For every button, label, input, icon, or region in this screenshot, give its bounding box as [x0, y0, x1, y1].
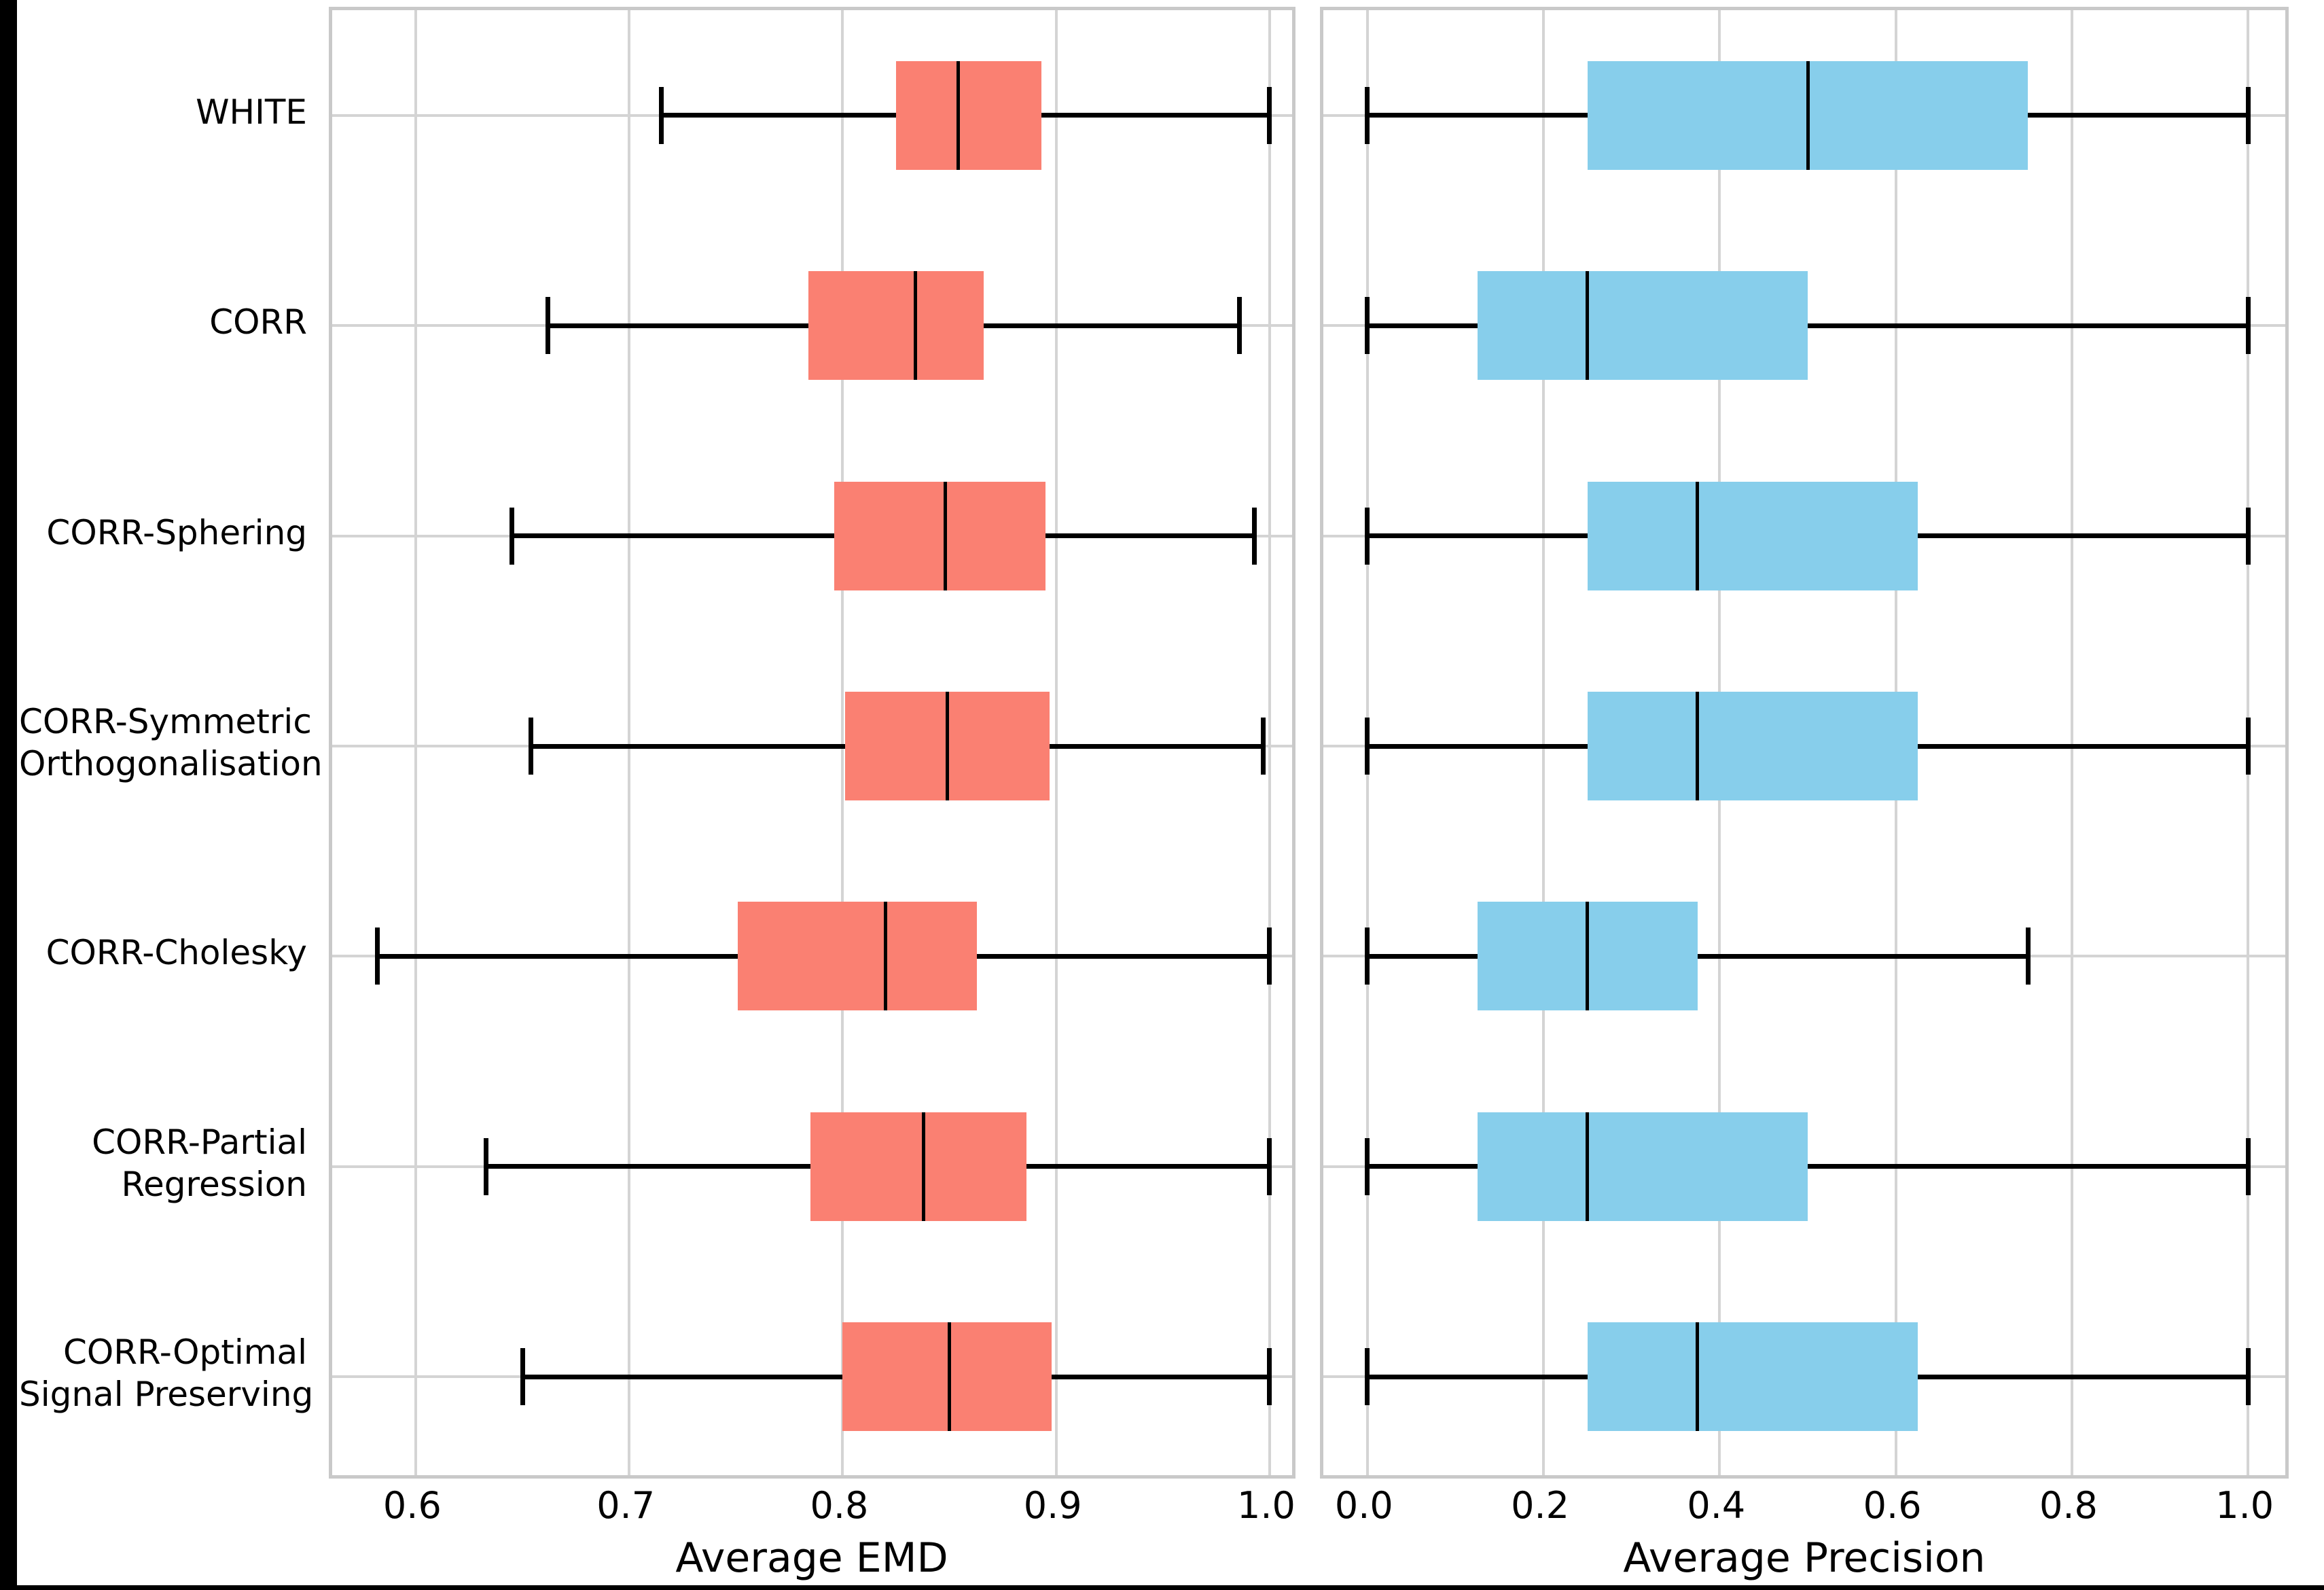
- median-line: [945, 692, 949, 800]
- whisker-cap-high: [1267, 1137, 1272, 1195]
- x-gridline: [1542, 10, 1545, 1475]
- emd-boxplot-panel: [329, 7, 1295, 1479]
- median-line: [956, 60, 960, 170]
- box: [1587, 481, 1918, 590]
- x-tick-label: 0.8: [810, 1484, 869, 1527]
- box: [810, 1112, 1026, 1221]
- box: [738, 902, 978, 1011]
- whisker-cap-high: [2245, 1137, 2251, 1195]
- whisker: [1367, 1164, 2249, 1169]
- x-tick-label: 0.6: [382, 1484, 442, 1527]
- whisker-cap-low: [658, 86, 664, 144]
- precision-boxplot-panel: [1320, 7, 2289, 1479]
- whisker-cap-high: [2245, 297, 2251, 355]
- x-tick-label: 0.8: [2039, 1484, 2098, 1527]
- x-tick-label: 0.6: [1863, 1484, 1922, 1527]
- box: [895, 60, 1041, 170]
- median-line: [913, 271, 917, 381]
- box: [842, 1322, 1052, 1432]
- whisker-cap-high: [2245, 718, 2251, 775]
- whisker-cap-high: [1267, 1348, 1272, 1406]
- x-gridline: [1054, 10, 1058, 1475]
- figure-border-bottom: [0, 1585, 2324, 1590]
- median-line: [922, 1112, 926, 1221]
- median-line: [883, 902, 887, 1011]
- x-gridline: [2070, 10, 2073, 1475]
- x-tick-label: 0.7: [596, 1484, 656, 1527]
- whisker-cap-low: [509, 507, 514, 565]
- whisker-cap-high: [1267, 928, 1272, 985]
- whisker-cap-low: [1365, 928, 1370, 985]
- whisker-cap-low: [1365, 1348, 1370, 1406]
- x-tick-label: 0.9: [1023, 1484, 1082, 1527]
- whisker-cap-low: [520, 1348, 525, 1406]
- box: [1477, 1112, 1808, 1221]
- box: [1587, 692, 1918, 800]
- precision-axis-title: Average Precision: [1623, 1534, 1986, 1582]
- category-label: CORR-Optimal Signal Preserving: [19, 1332, 314, 1415]
- x-gridline: [628, 10, 631, 1475]
- whisker-cap-high: [2245, 1348, 2251, 1406]
- whisker-cap-low: [374, 928, 380, 985]
- median-line: [1586, 1112, 1590, 1221]
- emd-axis-title: Average EMD: [675, 1534, 948, 1582]
- whisker-cap-low: [529, 718, 534, 775]
- whisker-cap-high: [2025, 928, 2031, 985]
- whisker-cap-high: [1261, 718, 1266, 775]
- whisker-cap-high: [1252, 507, 1257, 565]
- whisker-cap-low: [1365, 86, 1370, 144]
- median-line: [1806, 60, 1810, 170]
- whisker-cap-low: [1365, 297, 1370, 355]
- whisker-cap-high: [1237, 297, 1243, 355]
- median-line: [1696, 481, 1700, 590]
- whisker-cap-low: [546, 297, 551, 355]
- category-label: CORR-Symmetric Orthogonalisation: [19, 702, 323, 783]
- whisker: [1367, 323, 2249, 328]
- median-line: [943, 481, 947, 590]
- median-line: [1586, 902, 1590, 1011]
- category-label: CORR-Partial Regression: [92, 1122, 307, 1204]
- median-line: [948, 1322, 952, 1432]
- whisker-cap-high: [2245, 507, 2251, 565]
- figure-border-left: [0, 0, 17, 1590]
- whisker-cap-high: [1267, 86, 1272, 144]
- category-label: CORR: [209, 302, 307, 342]
- x-tick-label: 0.2: [1511, 1484, 1570, 1527]
- x-gridline: [841, 10, 844, 1475]
- whisker-cap-low: [1365, 718, 1370, 775]
- median-line: [1586, 271, 1590, 381]
- box: [1587, 1322, 1918, 1432]
- median-line: [1696, 1322, 1700, 1432]
- category-label: CORR-Cholesky: [46, 933, 307, 973]
- x-tick-label: 0.4: [1687, 1484, 1746, 1527]
- x-gridline: [414, 10, 417, 1475]
- x-tick-label: 0.0: [1334, 1484, 1393, 1527]
- whisker-cap-low: [1365, 507, 1370, 565]
- whisker-cap-low: [1365, 1137, 1370, 1195]
- category-label: WHITE: [196, 92, 307, 132]
- median-line: [1696, 692, 1700, 800]
- x-gridline: [1268, 10, 1271, 1475]
- whisker: [1367, 953, 2028, 959]
- x-tick-label: 1.0: [2215, 1484, 2274, 1527]
- x-tick-label: 1.0: [1236, 1484, 1295, 1527]
- box: [808, 271, 984, 381]
- box: [1477, 271, 1808, 381]
- whisker-cap-low: [484, 1137, 489, 1195]
- whisker-cap-high: [2245, 86, 2251, 144]
- category-label: CORR-Sphering: [46, 512, 307, 552]
- box: [834, 481, 1045, 590]
